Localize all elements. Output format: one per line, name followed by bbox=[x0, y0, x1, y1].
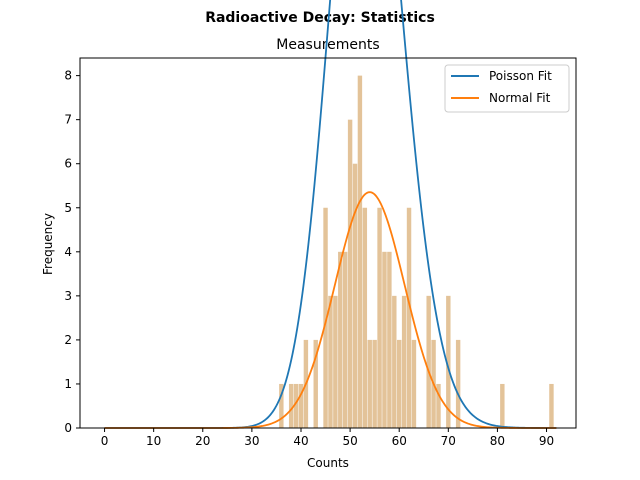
y-tick-label: 1 bbox=[64, 377, 72, 391]
x-tick-label: 80 bbox=[490, 434, 505, 448]
histogram-bar bbox=[382, 251, 387, 428]
histogram-bar bbox=[347, 119, 353, 429]
x-axis-label: Counts bbox=[307, 456, 349, 470]
histogram-bar bbox=[436, 383, 441, 428]
histogram-bar bbox=[377, 207, 382, 428]
histogram-bar bbox=[500, 383, 505, 428]
histogram-bar bbox=[549, 383, 554, 428]
histogram-bar bbox=[288, 383, 294, 428]
x-tick-label: 50 bbox=[342, 434, 357, 448]
y-tick-label: 6 bbox=[64, 157, 72, 171]
y-tick-label: 5 bbox=[64, 201, 72, 215]
x-axis-ticks: 0 10 20 30 40 50 60 70 80 90 bbox=[101, 428, 554, 448]
histogram-bar bbox=[338, 251, 343, 428]
legend: Poisson Fit Normal Fit bbox=[444, 64, 570, 113]
histogram-bar bbox=[313, 339, 318, 428]
histogram-bar bbox=[367, 339, 372, 428]
histogram-bar bbox=[279, 383, 284, 428]
y-axis-label: Frequency bbox=[41, 213, 55, 275]
histogram-bar bbox=[455, 339, 461, 428]
x-tick-label: 70 bbox=[441, 434, 456, 448]
y-tick-label: 7 bbox=[64, 113, 72, 127]
histogram-bar bbox=[323, 207, 328, 428]
y-tick-label: 4 bbox=[64, 245, 72, 259]
histogram-bar bbox=[342, 251, 348, 428]
legend-poisson-label: Poisson Fit bbox=[489, 69, 552, 83]
y-tick-label: 3 bbox=[64, 289, 72, 303]
chart-suptitle: Radioactive Decay: Statistics bbox=[205, 10, 435, 26]
histogram-bars bbox=[279, 75, 554, 429]
x-tick-label: 10 bbox=[146, 434, 161, 448]
x-tick-label: 0 bbox=[101, 434, 109, 448]
y-axis-ticks: 0 1 2 3 4 5 6 7 8 bbox=[64, 69, 80, 435]
legend-normal-label: Normal Fit bbox=[489, 91, 551, 105]
histogram-bar bbox=[362, 207, 368, 428]
histogram-bar bbox=[352, 163, 358, 428]
histogram-bar bbox=[387, 251, 392, 428]
histogram-bar bbox=[411, 339, 417, 428]
y-tick-label: 2 bbox=[64, 333, 72, 347]
x-tick-label: 30 bbox=[244, 434, 259, 448]
x-tick-label: 60 bbox=[392, 434, 407, 448]
histogram-bar bbox=[406, 207, 412, 428]
histogram-bar bbox=[392, 295, 397, 428]
histogram-bar bbox=[328, 295, 333, 428]
histogram-bar bbox=[372, 339, 377, 428]
histogram-bar bbox=[401, 295, 407, 428]
chart-title: Measurements bbox=[276, 37, 379, 53]
x-tick-label: 90 bbox=[539, 434, 554, 448]
x-tick-label: 20 bbox=[195, 434, 210, 448]
plot-frame bbox=[79, 57, 577, 429]
histogram-bar bbox=[446, 295, 451, 428]
histogram-bar bbox=[298, 383, 304, 428]
histogram-bar bbox=[426, 295, 431, 428]
histogram-bar bbox=[293, 383, 299, 428]
x-tick-label: 40 bbox=[293, 434, 308, 448]
histogram-bar bbox=[396, 339, 402, 428]
histogram-bar bbox=[357, 75, 363, 428]
y-tick-label: 0 bbox=[64, 421, 72, 435]
y-tick-label: 8 bbox=[64, 69, 72, 83]
histogram-bar bbox=[333, 295, 338, 428]
